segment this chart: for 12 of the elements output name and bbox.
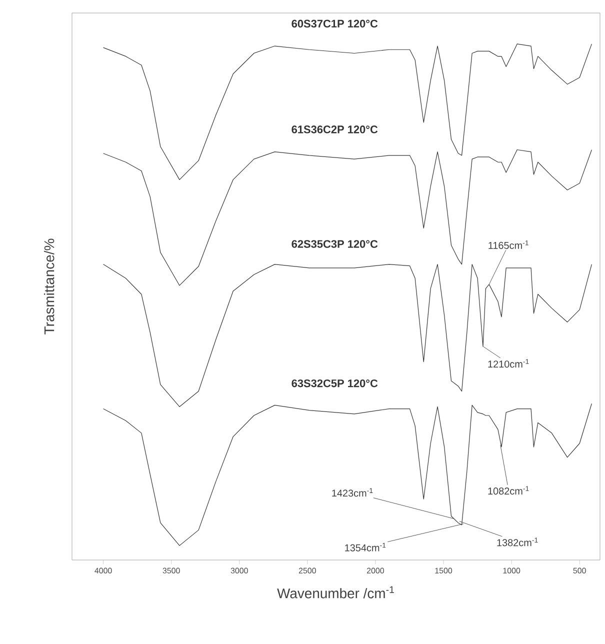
y-axis-title: Trasmittance/% bbox=[44, 238, 54, 334]
series-label: 63S32C5P 120°C bbox=[292, 379, 378, 388]
series-label: 62S35C3P 120°C bbox=[292, 240, 378, 248]
series-label: 60S37C1P 120°C bbox=[292, 20, 378, 28]
series-label: 61S36C2P 120°C bbox=[292, 126, 378, 134]
annotation: 1082cm$^{-1}$ bbox=[488, 486, 529, 495]
annotation: 1423cm$^{-1}$ bbox=[332, 488, 373, 497]
annotation: 1382cm$^{-1}$ bbox=[497, 538, 538, 546]
annotation: 1210cm$^{-1}$ bbox=[488, 359, 529, 368]
annotation: 1165cm$^{-1}$ bbox=[488, 240, 528, 249]
annotation: 1354cm$^{-1}$ bbox=[345, 542, 386, 552]
x-axis-title: Wavenumber /cm$^{-1}$ bbox=[277, 586, 394, 598]
